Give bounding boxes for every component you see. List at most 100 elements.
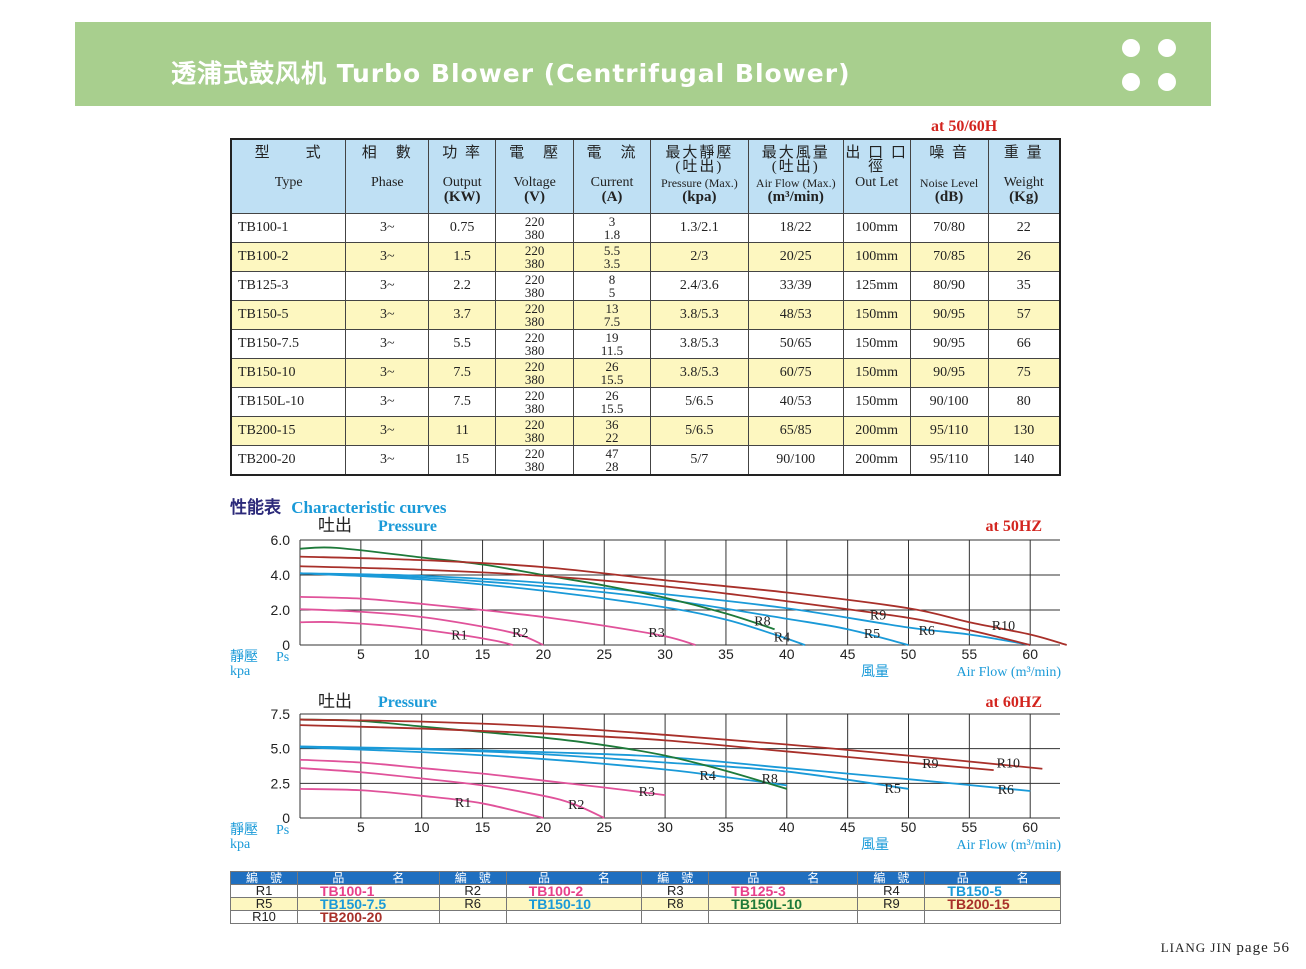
header-name: 品 名 — [708, 871, 859, 885]
current-2: 3.5 — [603, 256, 621, 271]
legend-code: R10 — [230, 910, 298, 924]
legend-code: R9 — [857, 897, 926, 911]
table-row: TB150-7.5 3~ 5.5 220 380 19 11.5 3.8/5.3 50/65 15… — [230, 329, 1061, 359]
voltage-2: 380 — [524, 227, 545, 242]
x-tick-label: 10 — [414, 646, 430, 662]
legend-code: R3 — [641, 884, 710, 898]
current-1: 36 — [605, 417, 619, 432]
header-unit: (Kg) — [1009, 189, 1039, 205]
voltage-2: 380 — [524, 314, 545, 329]
cell-noise: 90/95 — [909, 358, 989, 388]
current-1: 19 — [605, 330, 619, 345]
y-tick-label: 0 — [282, 637, 290, 653]
header-zh: 最大靜壓 (吐出) — [665, 145, 734, 175]
cell-output: 0.75 — [428, 213, 497, 243]
header-zh: 型 式 — [254, 145, 323, 161]
column-header: 最大靜壓 (吐出) Pressure (Max.) (kpa) — [649, 138, 749, 214]
header-unit: (KW) — [443, 189, 481, 205]
curve-label: R3 — [648, 626, 664, 641]
header-code: 編 號 — [230, 871, 298, 885]
curve-label: R6 — [919, 624, 935, 639]
header-code: 編 號 — [438, 871, 507, 885]
header-zh: 最大風量 (吐出) — [761, 145, 830, 175]
table-row: TB200-20 3~ 15 220 380 47 28 5/7 90/100 200mm 95/1… — [230, 445, 1061, 476]
voltage-1: 220 — [524, 388, 545, 403]
page-label: page — [1236, 940, 1269, 956]
voltage-1: 220 — [524, 417, 545, 432]
curve-r3 — [299, 595, 696, 646]
legend-model-name: TB150L-10 — [708, 897, 859, 911]
x-tick-label: 15 — [475, 819, 491, 835]
curve-label: R10 — [992, 619, 1015, 634]
legend-code: R8 — [641, 897, 710, 911]
cell-flow: 20/25 — [747, 242, 844, 272]
cell-current: 47 28 — [573, 445, 651, 476]
current-1: 47 — [605, 446, 619, 461]
curve-label: R9 — [922, 757, 938, 772]
chart-title: Pressure — [378, 518, 437, 535]
chart-title: Pressure — [378, 694, 437, 711]
x-axis-label-zh: 風量 — [861, 837, 889, 853]
decor-dot-icon — [1158, 73, 1176, 91]
cell-phase: 3~ — [345, 358, 430, 388]
column-header: 電 壓 Voltage (V) — [495, 138, 575, 214]
cell-weight: 80 — [987, 387, 1061, 417]
column-header: 電 流 Current (A) — [573, 138, 651, 214]
curve-label: R2 — [512, 626, 528, 641]
header-en: Type — [274, 175, 303, 190]
cell-current: 3 1.8 — [573, 213, 651, 243]
x-tick-label: 30 — [657, 819, 673, 835]
y-tick-label: 7.5 — [271, 706, 291, 722]
page-number: 56 — [1273, 940, 1290, 956]
voltage-2: 380 — [524, 285, 545, 300]
voltage-1: 220 — [524, 359, 545, 374]
x-tick-label: 55 — [962, 646, 978, 662]
x-tick-label: 45 — [840, 819, 856, 835]
x-tick-label: 55 — [962, 819, 978, 835]
cell-voltage: 220 380 — [495, 213, 575, 243]
curve-label: R10 — [997, 757, 1020, 772]
voltage-2: 380 — [524, 430, 545, 445]
cell-voltage: 220 380 — [495, 329, 575, 359]
table-row: TB150-10 3~ 7.5 220 380 26 15.5 3.8/5.3 60/75 150… — [230, 358, 1061, 388]
cell-pressure: 2.4/3.6 — [649, 271, 749, 301]
cell-voltage: 220 380 — [495, 445, 575, 476]
cell-current: 5.5 3.5 — [573, 242, 651, 272]
cell-output: 5.5 — [428, 329, 497, 359]
header-unit: (m³/min) — [767, 189, 824, 205]
header-zh: 出 口 口 徑 — [845, 145, 908, 175]
voltage-1: 220 — [524, 272, 545, 287]
cell-pressure: 3.8/5.3 — [649, 300, 749, 330]
curve-r5 — [299, 572, 909, 646]
chart-title-zh: 吐出 — [318, 692, 352, 712]
cell-type: TB150-7.5 — [230, 329, 347, 359]
table-row: TB150L-10 3~ 7.5 220 380 26 15.5 5/6.5 40/53 150m… — [230, 387, 1061, 417]
cell-flow: 50/65 — [747, 329, 844, 359]
column-header: 重 量 Weight (Kg) — [987, 138, 1061, 214]
cell-noise: 90/100 — [909, 387, 989, 417]
x-tick-label: 30 — [657, 646, 673, 662]
curve-r4 — [299, 746, 787, 787]
table-row: TB200-15 3~ 11 220 380 36 22 5/6.5 65/85 200mm 95/… — [230, 416, 1061, 446]
cell-voltage: 220 380 — [495, 387, 575, 417]
cell-noise: 95/110 — [909, 445, 989, 476]
decor-dot-icon — [1158, 39, 1176, 57]
cell-output: 2.2 — [428, 271, 497, 301]
header-en: Voltage — [513, 175, 556, 190]
y-axis-label: Ps — [276, 823, 289, 838]
current-2: 5 — [608, 285, 616, 300]
current-2: 15.5 — [600, 372, 624, 387]
x-tick-label: 15 — [475, 646, 491, 662]
cell-outlet: 150mm — [842, 329, 911, 359]
x-tick-label: 20 — [536, 819, 552, 835]
curve-r6 — [299, 572, 1031, 646]
curve-r1 — [299, 621, 514, 646]
curve-r1 — [299, 787, 544, 819]
cell-output: 3.7 — [428, 300, 497, 330]
y-tick-label: 6.0 — [271, 532, 291, 548]
cell-pressure: 3.8/5.3 — [649, 329, 749, 359]
cell-weight: 26 — [987, 242, 1061, 272]
curve-label: R1 — [455, 796, 471, 811]
